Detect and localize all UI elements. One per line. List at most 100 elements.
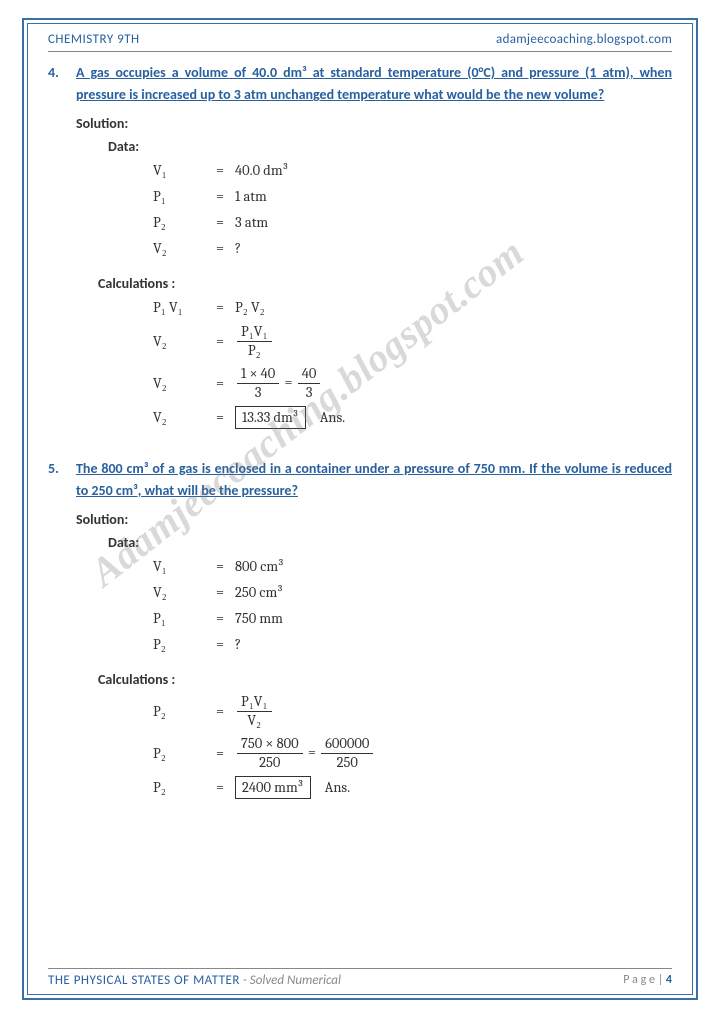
question-5: 5. The 800 cm³ of a gas is enclosed in a… — [48, 458, 672, 800]
data-row: P₂=? — [153, 633, 672, 657]
question-number: 5. — [48, 458, 76, 503]
answer-box: 13.33 dm³ — [235, 406, 306, 429]
var: P₂ — [153, 636, 205, 654]
fraction: P₁V₁P₂ — [237, 324, 272, 359]
lhs: V₂ — [153, 375, 205, 393]
eq: = — [205, 162, 235, 179]
data-row: V₁=40.0 dm³ — [153, 159, 672, 183]
val: ? — [235, 240, 241, 257]
solution-label: Solution: — [76, 115, 672, 132]
footer-left: THE PHYSICAL STATES OF MATTER - Solved N… — [48, 973, 341, 988]
calc-row: V₂=13.33 dm³Ans. — [153, 406, 672, 430]
eq: = — [205, 214, 235, 231]
eq: = — [205, 375, 235, 392]
eq: = — [205, 779, 235, 796]
eq: = — [205, 333, 235, 350]
val: 250 cm³ — [235, 584, 283, 601]
calc-row: P₂=750 × 800250 = 600000250 — [153, 734, 672, 774]
lhs: V₂ — [153, 333, 205, 351]
rhs: 750 × 800250 = 600000250 — [235, 736, 375, 771]
page-number: 4 — [666, 973, 672, 987]
numerator: P₁V₁ — [237, 694, 272, 712]
eq: = — [205, 240, 235, 257]
calc-row: P₁ V₁=P₂ V₂ — [153, 296, 672, 320]
denominator: 250 — [255, 754, 284, 771]
rhs: 1 × 403 = 403 — [235, 366, 322, 401]
page: Adamjeecoaching.blogspot.com CHEMISTRY 9… — [0, 0, 720, 1018]
header-right: adamjeecoaching.blogspot.com — [496, 32, 672, 47]
numerator: P₁V₁ — [237, 324, 272, 342]
calc-row: V₂=1 × 403 = 403 — [153, 364, 672, 404]
var: P₁ — [153, 188, 205, 206]
denominator: 250 — [333, 754, 362, 771]
data-row: V₂=? — [153, 237, 672, 261]
denominator: P₂ — [244, 342, 265, 359]
header: CHEMISTRY 9TH adamjeecoaching.blogspot.c… — [48, 32, 672, 52]
var: V₂ — [153, 240, 205, 258]
footer-right: P a g e | 4 — [623, 973, 672, 988]
data-row: V₁=800 cm³ — [153, 555, 672, 579]
eq: = — [205, 584, 235, 601]
calc-row: P₂=P₁V₁V₂ — [153, 692, 672, 732]
fraction: 600000250 — [321, 736, 373, 771]
eq: = — [205, 703, 235, 720]
calc-block: P₁ V₁=P₂ V₂ V₂=P₁V₁P₂ V₂=1 × 403 = 403 V… — [153, 296, 672, 430]
lhs: P₂ — [153, 779, 205, 797]
fraction: 1 × 403 — [237, 366, 279, 401]
rhs: P₁V₁P₂ — [235, 324, 274, 359]
eq: = — [205, 299, 235, 316]
calc-label: Calculations : — [98, 671, 672, 688]
header-left: CHEMISTRY 9TH — [48, 32, 140, 47]
val: 750 mm — [235, 610, 283, 627]
rhs: 2400 mm³ Ans. — [235, 776, 350, 799]
data-label: Data: — [108, 534, 672, 551]
numerator: 40 — [298, 366, 321, 384]
lhs: V₂ — [153, 409, 205, 427]
val: 40.0 dm³ — [235, 162, 289, 179]
rhs: P₁V₁V₂ — [235, 694, 274, 729]
calc-label: Calculations : — [98, 275, 672, 292]
page-label: P a g e | — [623, 973, 666, 987]
calc-row: V₂=P₁V₁P₂ — [153, 322, 672, 362]
val: ? — [235, 636, 241, 653]
question-body: The 800 cm³ of a gas is enclosed in a co… — [76, 458, 672, 503]
solution-label: Solution: — [76, 511, 672, 528]
var: V₁ — [153, 558, 205, 576]
data-row: P₁=1 atm — [153, 185, 672, 209]
var: P₂ — [153, 214, 205, 232]
var: P₁ — [153, 610, 205, 628]
inner-border: Adamjeecoaching.blogspot.com CHEMISTRY 9… — [27, 23, 693, 995]
data-row: P₂=3 atm — [153, 211, 672, 235]
numerator: 1 × 40 — [237, 366, 279, 384]
denominator: V₂ — [243, 712, 265, 729]
lhs: P₂ — [153, 745, 205, 763]
footer-subtitle: - Solved Numerical — [240, 973, 341, 988]
eq: = — [205, 636, 235, 653]
val: 1 atm — [235, 188, 267, 205]
val: 800 cm³ — [235, 558, 284, 575]
rhs: 13.33 dm³Ans. — [235, 406, 345, 429]
eq: = — [205, 558, 235, 575]
eq: = — [205, 188, 235, 205]
question-text: 4. A gas occupies a volume of 40.0 dm³ a… — [48, 62, 672, 107]
answer-box: 2400 mm³ — [235, 776, 311, 799]
footer: THE PHYSICAL STATES OF MATTER - Solved N… — [48, 968, 672, 988]
ans-label: Ans. — [325, 779, 350, 796]
data-label: Data: — [108, 138, 672, 155]
eq: = — [205, 745, 235, 762]
data-block: V₁=40.0 dm³ P₁=1 atm P₂=3 atm V₂=? — [153, 159, 672, 261]
content: 4. A gas occupies a volume of 40.0 dm³ a… — [48, 62, 672, 800]
var: V₂ — [153, 584, 205, 602]
numerator: 600000 — [321, 736, 373, 754]
val: 3 atm — [235, 214, 268, 231]
rhs: P₂ V₂ — [235, 299, 265, 317]
denominator: 3 — [251, 384, 266, 401]
denominator: 3 — [302, 384, 317, 401]
data-block: V₁=800 cm³ V₂=250 cm³ P₁=750 mm P₂=? — [153, 555, 672, 657]
numerator: 750 × 800 — [237, 736, 303, 754]
fraction: 403 — [298, 366, 321, 401]
question-body: A gas occupies a volume of 40.0 dm³ at s… — [76, 62, 672, 107]
eq: = — [205, 409, 235, 426]
calc-block: P₂=P₁V₁V₂ P₂=750 × 800250 = 600000250 P₂… — [153, 692, 672, 800]
fraction: 750 × 800250 — [237, 736, 303, 771]
